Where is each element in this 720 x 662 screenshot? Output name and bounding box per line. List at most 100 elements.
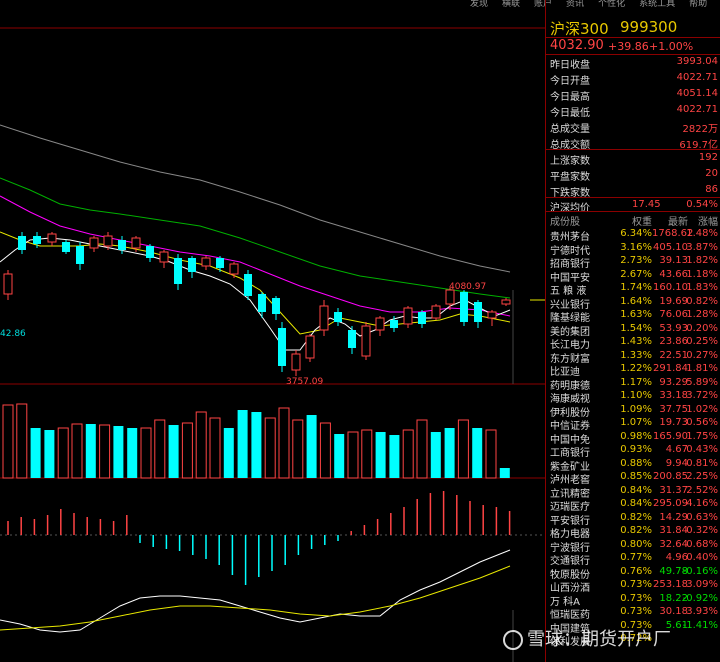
- quote-label: 总成交额: [550, 140, 590, 151]
- table-row[interactable]: 兴业银行 1.64% 19.69 0.82%: [546, 295, 720, 311]
- quote-row: 今日最低 4022.71: [546, 102, 720, 119]
- quote-label: 总成交量: [550, 124, 590, 135]
- stock-name: 交通银行: [550, 556, 590, 567]
- stock-price: 37.75: [659, 403, 688, 415]
- stock-name: 迈瑞医疗: [550, 502, 590, 513]
- table-row[interactable]: 交通银行 0.77% 4.96 0.40%: [546, 551, 720, 567]
- table-row[interactable]: 中国中免 0.98% 165.90 1.75%: [546, 430, 720, 446]
- candle-body: [272, 298, 280, 314]
- volume-bars: [2, 403, 510, 479]
- table-row[interactable]: 紫金矿业 0.88% 9.94 0.81%: [546, 457, 720, 473]
- volume-bar: [319, 422, 331, 479]
- candle-body: [159, 251, 169, 263]
- stock-name: 五 粮 液: [550, 286, 587, 297]
- stock-price: 18.22: [659, 592, 688, 604]
- stock-price: 76.06: [659, 309, 688, 320]
- candle-body: [3, 273, 13, 295]
- stock-weight: 2.73%: [620, 255, 652, 266]
- table-row[interactable]: 中国平安 2.67% 43.66 1.18%: [546, 268, 720, 284]
- ma-green-line: [0, 177, 511, 299]
- stock-name: 万 科A: [550, 596, 581, 608]
- menu-item-4[interactable]: 个性化: [598, 0, 626, 9]
- stock-name: 恒瑞医药: [550, 610, 590, 621]
- index-name: 沪深300: [550, 20, 609, 38]
- candle-body: [474, 302, 482, 322]
- table-row[interactable]: 招商银行 2.73% 39.13 1.82%: [546, 254, 720, 270]
- candle-body: [418, 312, 426, 324]
- table-row[interactable]: 立讯精密 0.84% 31.37 2.52%: [546, 484, 720, 500]
- stock-price: 49.78: [659, 565, 688, 577]
- stock-price: 19.69: [659, 295, 688, 307]
- candle-body: [403, 307, 413, 325]
- stock-name: 长江电力: [550, 340, 590, 351]
- avg-value: 17.45: [632, 199, 661, 210]
- volume-bar: [278, 407, 290, 479]
- table-row[interactable]: 五 粮 液 1.74% 160.10 1.83%: [546, 281, 720, 297]
- stock-weight: 0.76%: [620, 565, 652, 577]
- index-code: 999300: [620, 18, 678, 36]
- table-row[interactable]: 平安银行 0.82% 14.29 0.63%: [546, 511, 720, 527]
- table-row[interactable]: 泸州老窖 0.85% 200.85 2.25%: [546, 470, 720, 486]
- table-row[interactable]: 工商银行 0.93% 4.67 0.43%: [546, 443, 720, 459]
- volume-bar: [99, 424, 111, 479]
- volume-bar: [402, 429, 414, 479]
- dea-line: [0, 565, 511, 631]
- breadth-label: 平盘家数: [550, 172, 590, 183]
- volume-bar: [444, 428, 455, 478]
- kline-chart[interactable]: 4080.97 3757.09 42.86: [0, 0, 545, 662]
- stock-weight: 0.77%: [620, 552, 652, 563]
- ma-magenta-line: [0, 195, 511, 317]
- menu-item-2[interactable]: 账户: [534, 0, 553, 9]
- table-row[interactable]: 恒瑞医药 0.73% 30.18 3.93%: [546, 605, 720, 621]
- candle-body: [76, 246, 84, 264]
- stock-price: 1768.62: [652, 228, 694, 239]
- table-row[interactable]: 贵州茅台 6.34% 1768.62 1.48%: [546, 227, 720, 243]
- table-row[interactable]: 隆基绿能 1.63% 76.06 1.28%: [546, 308, 720, 324]
- table-row[interactable]: 比亚迪 1.22% 291.84 1.81%: [546, 362, 720, 378]
- candle-body: [487, 311, 497, 319]
- stock-weight: 0.72%: [620, 633, 652, 644]
- table-row[interactable]: 美的集团 1.54% 53.93 0.20%: [546, 322, 720, 338]
- table-row[interactable]: 长江电力 1.43% 23.86 0.25%: [546, 335, 720, 351]
- table-row[interactable]: 保利发展 0.72%: [546, 632, 720, 648]
- candle-body: [174, 258, 182, 284]
- candle-body: [291, 353, 301, 371]
- stock-change: -0.16%: [682, 565, 718, 577]
- stock-price: 31.84: [659, 525, 688, 536]
- stock-name: 宁波银行: [550, 542, 590, 554]
- stock-price: 405.10: [653, 241, 688, 253]
- stock-change: 1.02%: [686, 403, 718, 415]
- stock-change: -0.92%: [682, 592, 718, 604]
- table-row[interactable]: 伊利股份 1.09% 37.75 1.02%: [546, 403, 720, 419]
- stock-price: 33.18: [659, 390, 688, 401]
- menu-item-1[interactable]: 横联: [502, 0, 521, 9]
- candle-body: [201, 257, 211, 267]
- table-row[interactable]: 东方财富 1.33% 22.51 0.27%: [546, 349, 720, 365]
- candle-body: [103, 235, 113, 247]
- dif-line: [0, 549, 511, 633]
- quote-value: 4022.71: [676, 72, 718, 83]
- table-row[interactable]: 海康威视 1.10% 33.18 3.72%: [546, 389, 720, 405]
- candle-body: [445, 289, 455, 305]
- table-row[interactable]: 中信证券 1.07% 19.73 0.56%: [546, 416, 720, 432]
- table-row[interactable]: 迈瑞医疗 0.84% 295.09 4.16%: [546, 497, 720, 513]
- table-row[interactable]: 药明康德 1.17% 93.29 5.89%: [546, 376, 720, 392]
- breadth-value: 192: [698, 152, 718, 163]
- menu-item-3[interactable]: 资讯: [566, 0, 585, 9]
- high-label: 4080.97: [449, 282, 486, 292]
- menu-item-0[interactable]: 发现: [470, 0, 489, 9]
- stock-price: 31.37: [659, 484, 688, 496]
- table-row[interactable]: 中国建筑 0.73% 5.61 -1.41%: [546, 619, 720, 635]
- stock-weight: 1.43%: [620, 336, 652, 347]
- quote-row: 今日最高 4051.14: [546, 86, 720, 103]
- table-row[interactable]: 山西汾酒 0.73% 253.18 3.09%: [546, 578, 720, 594]
- table-row[interactable]: 牧原股份 0.76% 49.78 -0.16%: [546, 565, 720, 581]
- table-row[interactable]: 格力电器 0.82% 31.84 0.32%: [546, 524, 720, 540]
- menu-item-5[interactable]: 系统工具: [639, 0, 676, 9]
- menu-item-6[interactable]: 帮助: [689, 0, 708, 9]
- volume-bar: [154, 419, 166, 479]
- table-row[interactable]: 宁波银行 0.80% 32.64 0.68%: [546, 538, 720, 554]
- table-row[interactable]: 宁德时代 3.16% 405.10 3.87%: [546, 241, 720, 257]
- candle-body: [390, 320, 398, 328]
- table-row[interactable]: 万 科A 0.73% 18.22 -0.92%: [546, 592, 720, 608]
